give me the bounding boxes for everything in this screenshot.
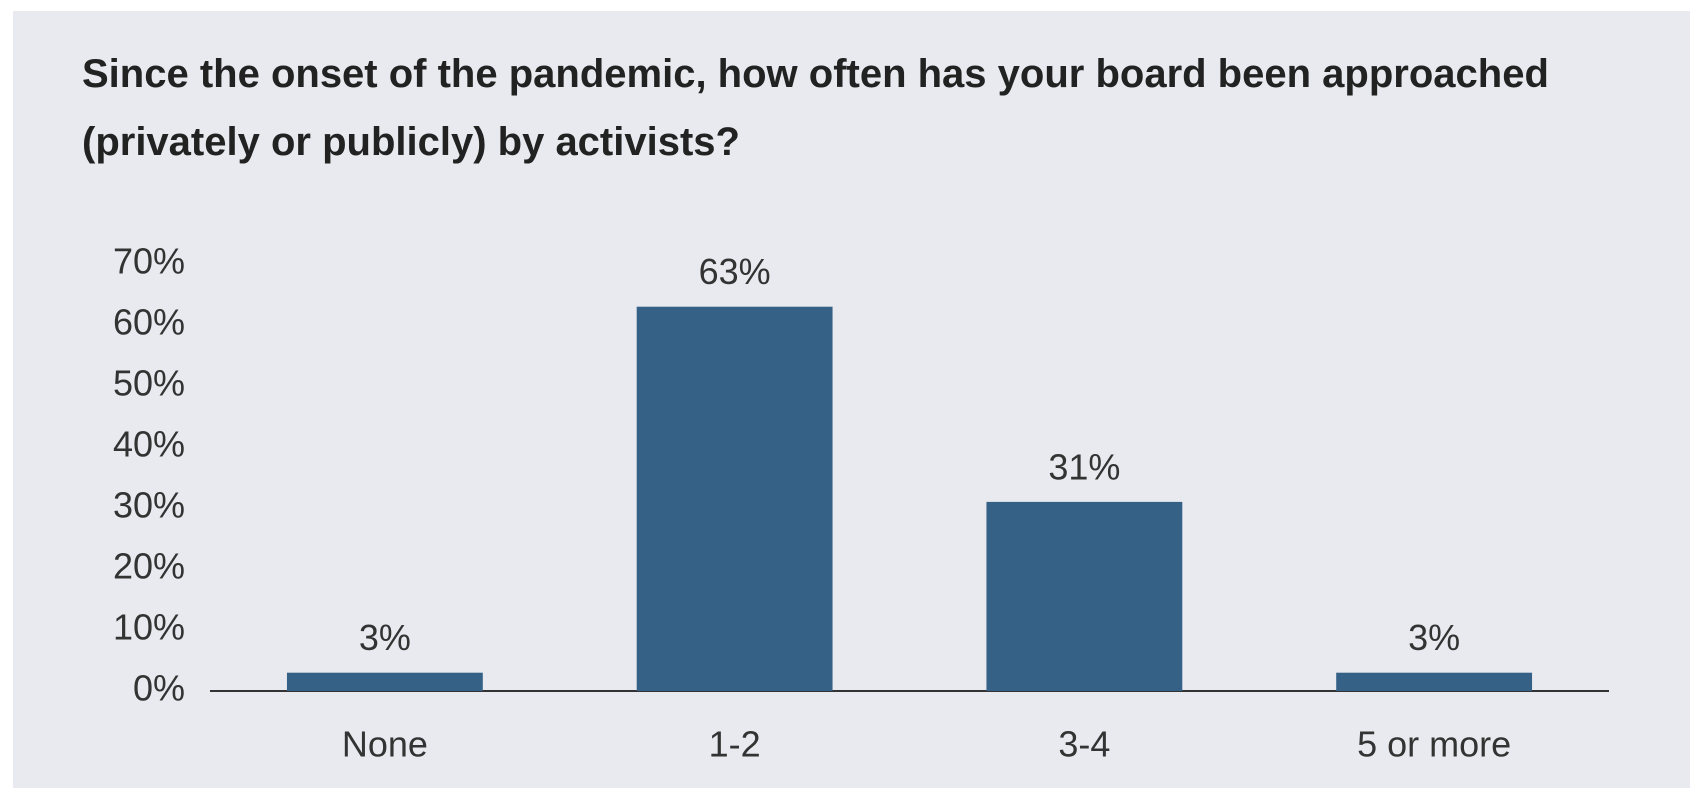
- y-tick-label: 30%: [113, 485, 185, 526]
- y-tick-label: 50%: [113, 363, 185, 404]
- value-label: 63%: [699, 251, 771, 292]
- value-label: 31%: [1048, 446, 1120, 487]
- bar: [636, 306, 833, 691]
- bar: [286, 672, 483, 691]
- y-tick-label: 60%: [113, 302, 185, 343]
- x-tick-label: None: [342, 724, 428, 765]
- y-tick-label: 40%: [113, 424, 185, 465]
- y-tick-label: 20%: [113, 546, 185, 587]
- bar: [1336, 672, 1533, 691]
- x-tick-label: 5 or more: [1357, 724, 1511, 765]
- x-tick-label: 1-2: [709, 724, 761, 765]
- value-label: 3%: [359, 617, 411, 658]
- value-label: 3%: [1408, 617, 1460, 658]
- chart-panel: [13, 11, 1690, 788]
- y-tick-label: 0%: [133, 668, 185, 709]
- y-tick-label: 10%: [113, 607, 185, 648]
- bar: [986, 501, 1183, 691]
- y-tick-label: 70%: [113, 241, 185, 282]
- x-tick-label: 3-4: [1058, 724, 1110, 765]
- chart-title: Since the onset of the pandemic, how oft…: [82, 52, 1549, 164]
